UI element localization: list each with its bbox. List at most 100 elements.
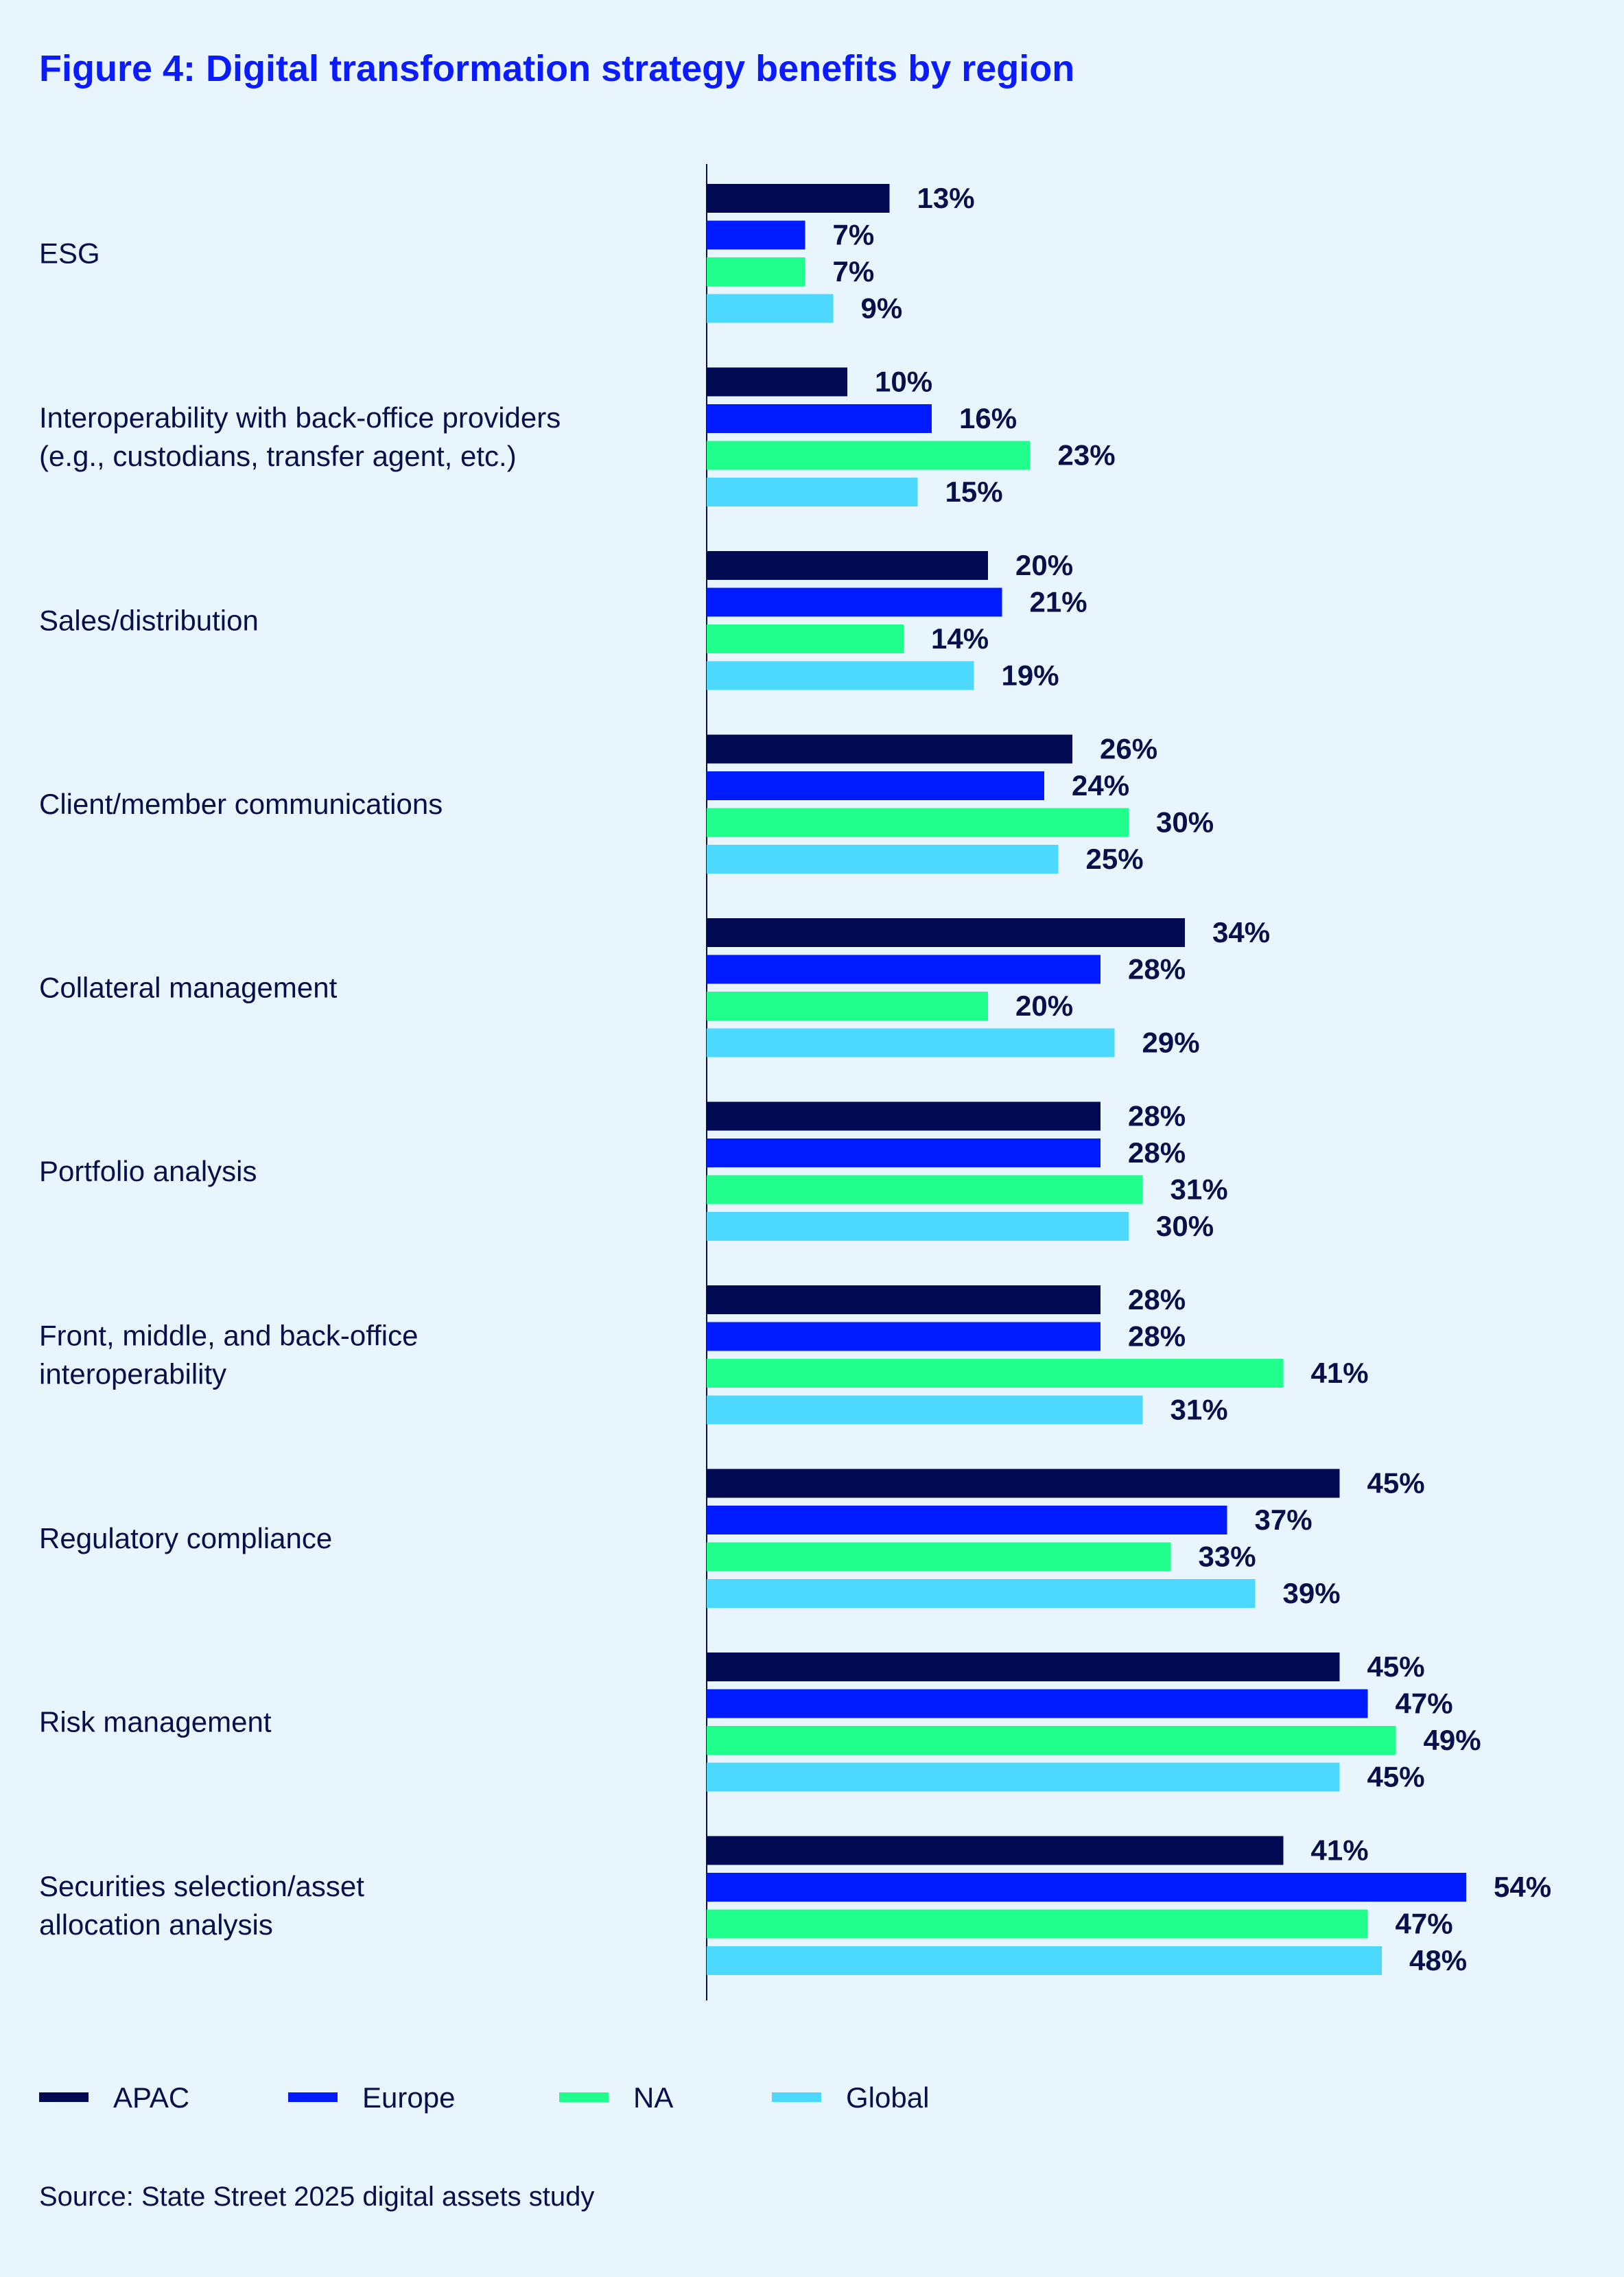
bar-global xyxy=(707,1762,1340,1792)
bar-europe xyxy=(707,220,805,250)
category-label: Risk management xyxy=(39,1705,272,1738)
bar-europe xyxy=(707,1689,1368,1718)
bar-apac xyxy=(707,734,1072,764)
category-label: Front, middle, and back-office xyxy=(39,1319,419,1351)
bar-global xyxy=(707,478,918,506)
value-label: 29% xyxy=(1142,1027,1200,1059)
bar-apac xyxy=(707,184,890,213)
category-label: (e.g., custodians, transfer agent, etc.) xyxy=(39,440,517,472)
value-label: 28% xyxy=(1128,1136,1186,1169)
bar-europe xyxy=(707,1322,1101,1351)
bar-apac xyxy=(707,1653,1340,1681)
category-label: Sales/distribution xyxy=(39,604,259,636)
value-label: 26% xyxy=(1100,733,1157,765)
bar-global xyxy=(707,1028,1115,1058)
source-note: Source: State Street 2025 digital assets… xyxy=(39,2182,594,2212)
bar-global xyxy=(707,661,974,690)
category-label: Client/member communications xyxy=(39,788,443,820)
value-label: 31% xyxy=(1170,1173,1228,1206)
value-label: 10% xyxy=(875,366,932,398)
legend-swatch-global xyxy=(772,2092,821,2102)
value-label: 19% xyxy=(1002,659,1059,692)
bar-apac xyxy=(707,1285,1101,1314)
chart-title: Figure 4: Digital transformation strateg… xyxy=(39,48,1074,89)
category-label: Securities selection/asset xyxy=(39,1870,364,1902)
bar-na xyxy=(707,808,1129,837)
value-label: 33% xyxy=(1199,1541,1256,1573)
bar-global xyxy=(707,1579,1256,1608)
legend-label: NA xyxy=(633,2081,673,2114)
bar-global xyxy=(707,1395,1143,1425)
value-label: 45% xyxy=(1367,1650,1425,1683)
value-label: 47% xyxy=(1396,1908,1453,1940)
category-label: allocation analysis xyxy=(39,1908,273,1941)
bar-europe xyxy=(707,1873,1466,1902)
value-label: 23% xyxy=(1058,439,1116,471)
bar-na xyxy=(707,1175,1143,1204)
value-label: 21% xyxy=(1030,586,1087,618)
category-label: Interoperability with back-office provid… xyxy=(39,401,561,434)
bar-global xyxy=(707,1946,1382,1975)
value-label: 7% xyxy=(833,255,875,288)
bar-na xyxy=(707,1542,1171,1572)
value-label: 25% xyxy=(1086,843,1144,875)
value-label: 16% xyxy=(959,402,1017,434)
value-label: 34% xyxy=(1212,916,1270,948)
bar-na xyxy=(707,1909,1368,1939)
value-label: 39% xyxy=(1283,1577,1341,1609)
value-label: 9% xyxy=(861,292,903,325)
value-label: 37% xyxy=(1255,1504,1313,1536)
value-label: 54% xyxy=(1494,1871,1551,1903)
bar-apac xyxy=(707,551,988,580)
value-label: 20% xyxy=(1015,549,1073,581)
value-label: 45% xyxy=(1367,1467,1425,1499)
value-label: 48% xyxy=(1409,1944,1467,1976)
value-label: 47% xyxy=(1396,1688,1453,1720)
legend-swatch-na xyxy=(559,2092,609,2102)
bar-na xyxy=(707,1359,1284,1388)
bar-na xyxy=(707,257,805,286)
bar-europe xyxy=(707,404,932,433)
bar-apac xyxy=(707,1101,1101,1131)
bar-apac xyxy=(707,367,847,397)
bar-na xyxy=(707,1726,1396,1755)
value-label: 45% xyxy=(1367,1761,1425,1793)
bar-apac xyxy=(707,918,1185,947)
legend-swatch-europe xyxy=(288,2092,338,2102)
value-label: 41% xyxy=(1311,1834,1369,1867)
bar-global xyxy=(707,1212,1129,1241)
value-label: 14% xyxy=(931,622,989,655)
bar-apac xyxy=(707,1469,1340,1498)
bar-europe xyxy=(707,955,1101,984)
bar-europe xyxy=(707,587,1002,617)
category-label: Regulatory compliance xyxy=(39,1522,332,1554)
value-label: 49% xyxy=(1424,1724,1481,1756)
value-label: 30% xyxy=(1156,806,1214,839)
value-label: 41% xyxy=(1311,1357,1369,1389)
value-label: 28% xyxy=(1128,953,1186,985)
bar-apac xyxy=(707,1836,1284,1865)
bar-na xyxy=(707,992,988,1020)
legend-label: Europe xyxy=(362,2081,455,2114)
bar-global xyxy=(707,294,834,323)
category-label: ESG xyxy=(39,237,100,269)
bar-europe xyxy=(707,1506,1227,1534)
value-label: 28% xyxy=(1128,1100,1186,1132)
value-label: 28% xyxy=(1128,1283,1186,1316)
value-label: 20% xyxy=(1015,990,1073,1022)
value-label: 30% xyxy=(1156,1210,1214,1242)
value-label: 15% xyxy=(945,476,1003,508)
category-label: Portfolio analysis xyxy=(39,1155,257,1187)
legend-label: APAC xyxy=(113,2081,189,2114)
bar-na xyxy=(707,624,904,653)
legend-swatch-apac xyxy=(39,2092,89,2102)
value-label: 13% xyxy=(917,182,975,214)
bar-global xyxy=(707,845,1059,874)
legend-label: Global xyxy=(846,2081,929,2114)
bar-europe xyxy=(707,1138,1101,1167)
value-label: 7% xyxy=(833,219,875,251)
value-label: 24% xyxy=(1072,769,1129,802)
bar-na xyxy=(707,441,1031,470)
bar-europe xyxy=(707,771,1044,800)
category-label: interoperability xyxy=(39,1357,226,1390)
